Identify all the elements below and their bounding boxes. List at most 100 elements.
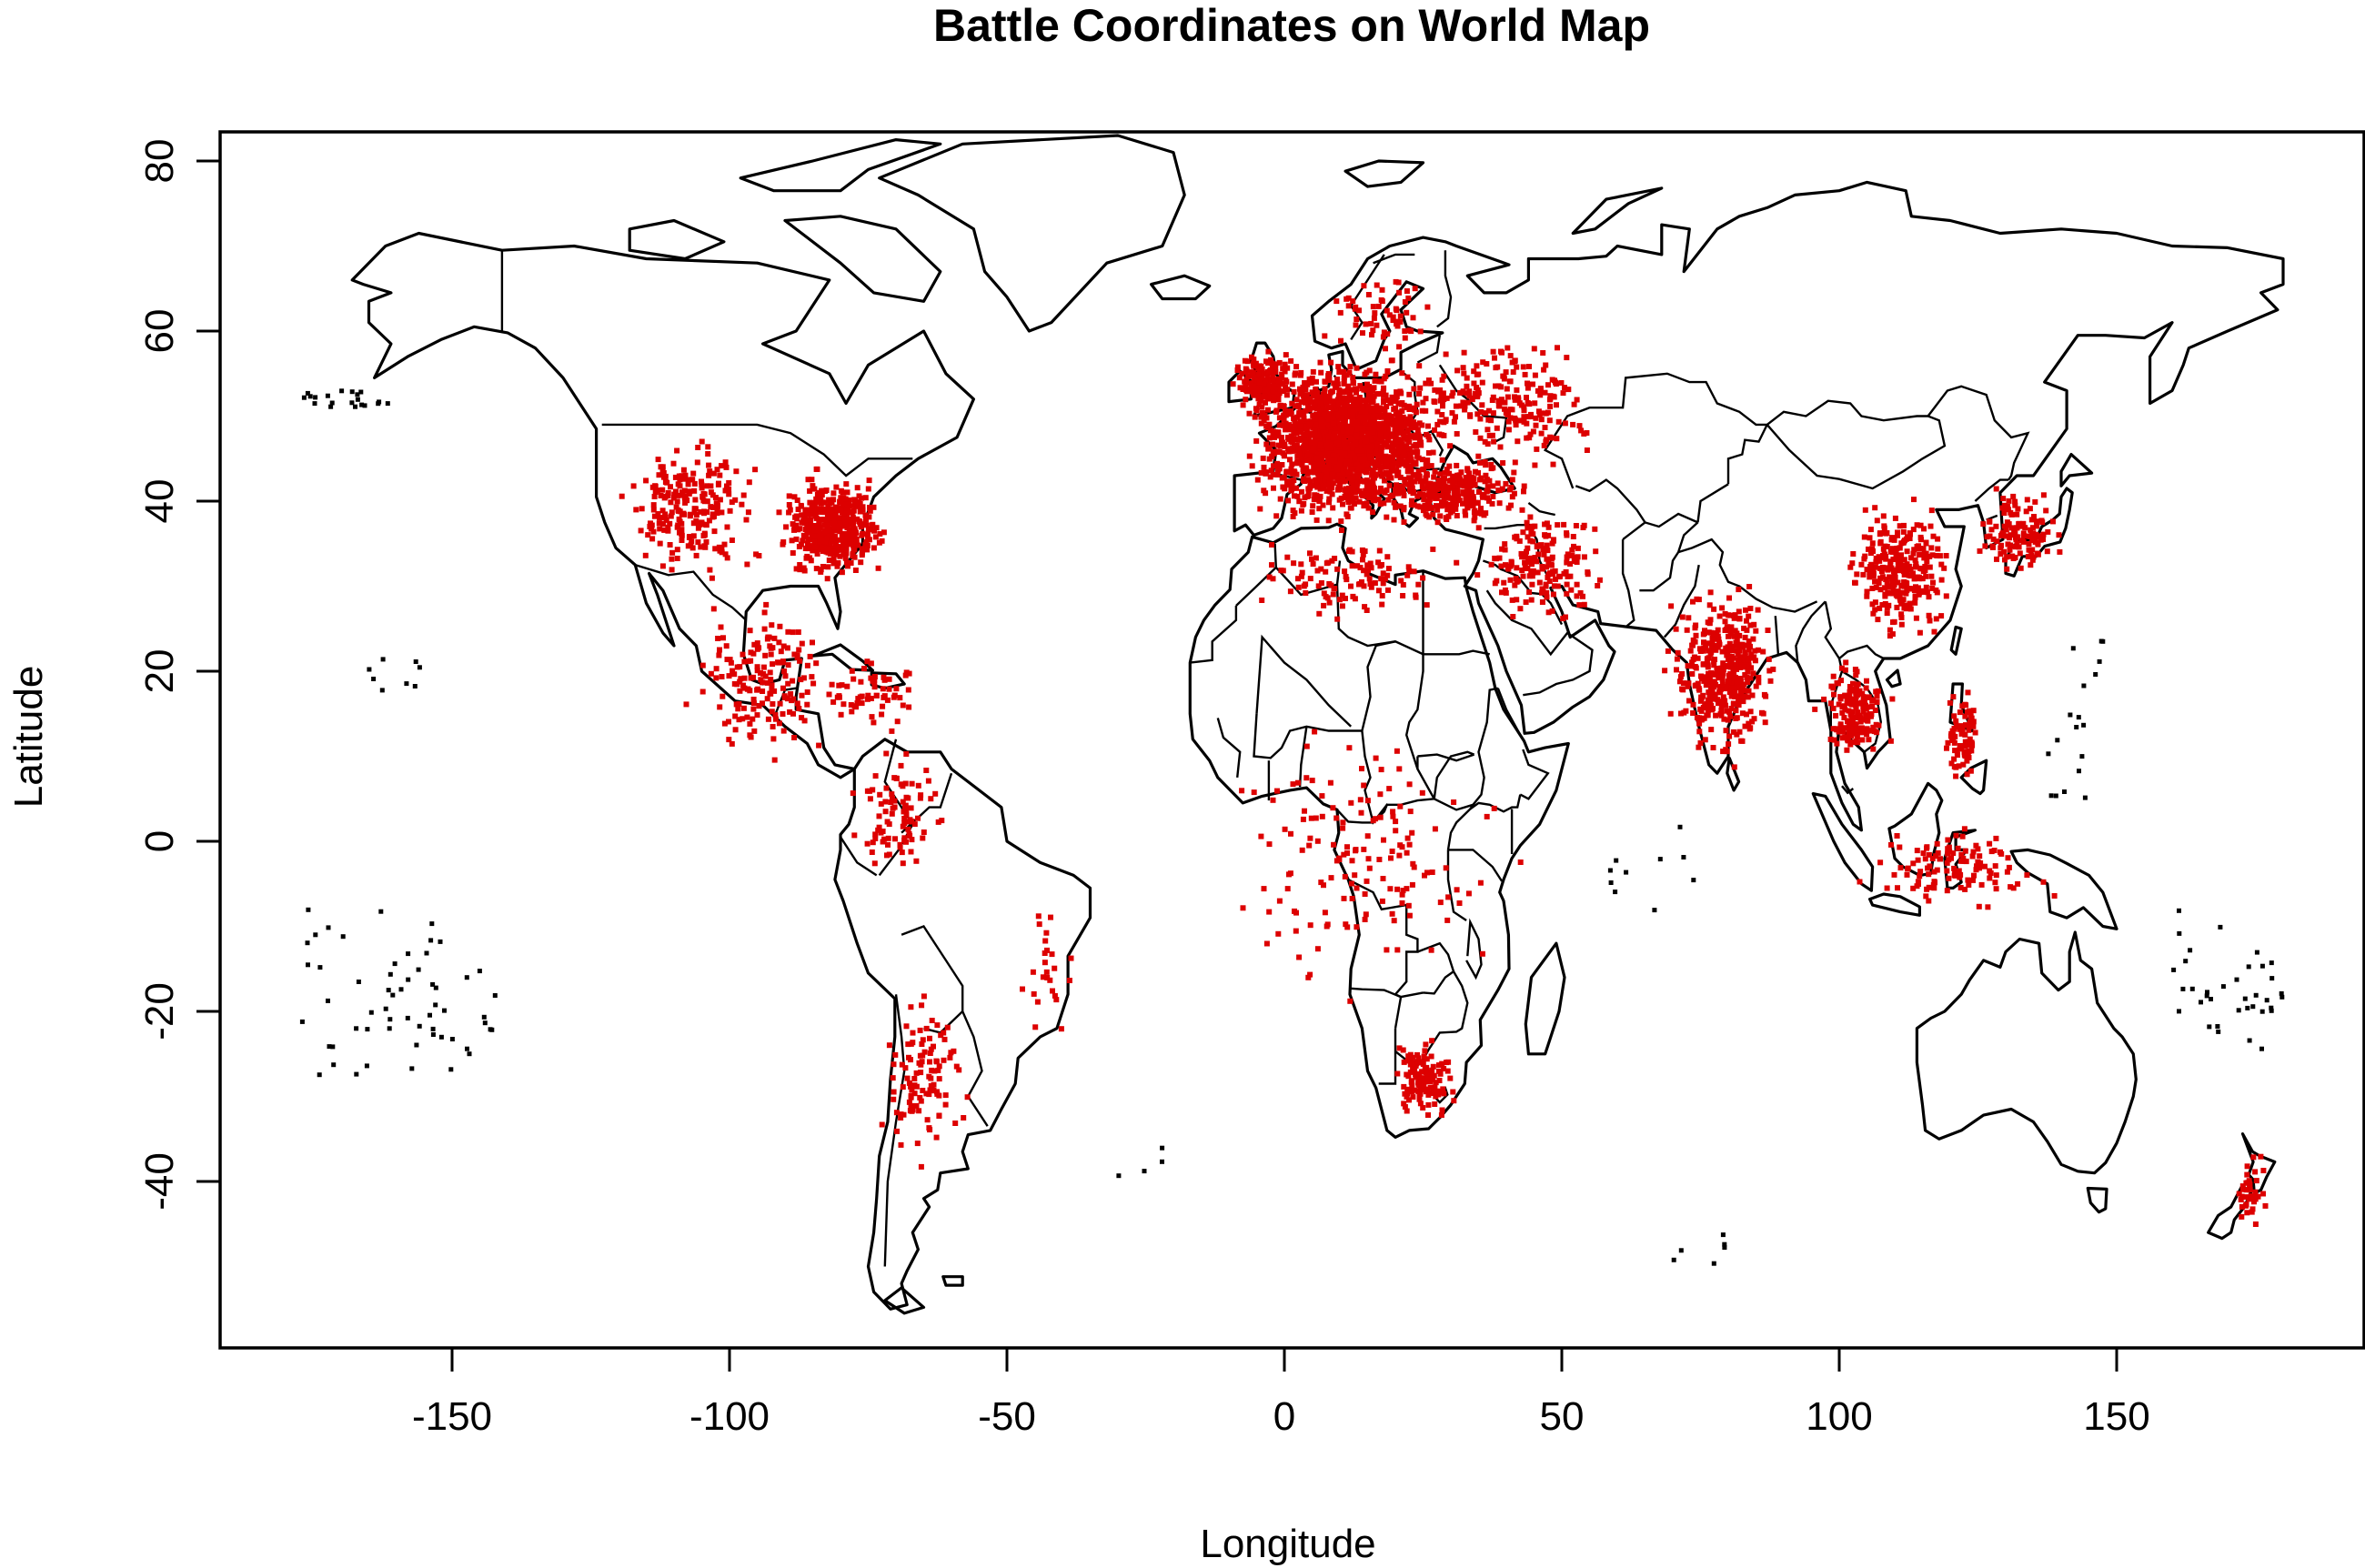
battle-points [619,278,2269,1227]
island-speck [1160,1145,1165,1151]
battle-point [1747,675,1754,681]
battle-point [1288,438,1294,445]
battle-point [1325,464,1332,470]
battle-point [869,849,875,855]
battle-point [1351,482,1357,488]
battle-point [848,560,854,566]
battle-point [781,668,788,674]
battle-point [1404,421,1411,427]
battle-point [1546,417,1553,424]
battle-point [1907,567,1914,572]
battle-point [696,523,702,528]
battle-point [1923,550,1929,557]
battle-point [901,835,908,841]
island-speck [433,1002,438,1008]
battle-point [1546,578,1553,584]
battle-point [1412,478,1418,485]
battle-point [1731,615,1737,621]
battle-point [1310,432,1316,438]
battle-point [1872,578,1878,585]
battle-point [1876,554,1882,560]
battle-point [1927,553,1933,559]
battle-point [1720,648,1726,655]
battle-point [941,1030,947,1036]
battle-point [1554,402,1559,408]
battle-point [1381,500,1387,507]
battle-point [901,820,908,826]
cuba-outline [810,643,875,672]
battle-point [825,504,831,509]
island-speck [2242,996,2248,1001]
battle-point [719,674,725,679]
battle-point [1730,648,1736,654]
battle-point [1919,576,1926,582]
battle-point [1533,422,1539,428]
battle-point [813,515,820,521]
battle-point [777,700,783,707]
battle-point [1339,422,1344,428]
battle-point [894,1128,900,1134]
battle-point [706,472,712,478]
island-speck [387,971,393,977]
battle-point [1265,348,1272,355]
battle-point [1468,482,1474,488]
battle-point [1728,706,1735,711]
battle-point [1756,679,1762,686]
battle-point [867,796,873,802]
island-speck [442,1008,447,1013]
battle-point [781,695,788,700]
battle-point [1551,394,1557,400]
battle-point [1580,593,1585,599]
battle-point [1277,402,1283,408]
battle-point [1989,543,1996,549]
battle-point [1370,387,1376,394]
battle-point [1525,559,1531,566]
island-speck [2216,1029,2221,1034]
battle-point [818,568,824,575]
battle-point [1343,489,1349,496]
battle-point [1405,439,1412,446]
battle-point [1068,955,1074,961]
battle-point [1448,504,1454,510]
battle-point [1360,417,1366,424]
battle-point [1709,689,1716,695]
battle-point [866,477,872,484]
battle-point [1693,682,1699,689]
battle-point [1385,497,1392,503]
battle-point [842,521,849,528]
battle-point [850,550,856,557]
battle-point [782,673,789,679]
ellesmere-island-outline [739,138,942,193]
battle-point [1688,663,1695,669]
battle-point [844,489,850,496]
nz-north-outline [2240,1131,2277,1195]
battle-point [1312,424,1318,430]
battle-point [1261,381,1267,387]
battle-point [2028,548,2034,554]
battle-point [1364,437,1370,443]
battle-point [1337,449,1343,456]
battle-point [871,504,877,510]
battle-point [1897,523,1903,529]
battle-point [1736,608,1742,615]
battle-point [1898,540,1905,547]
battle-point [1342,445,1348,451]
battle-point [898,762,904,769]
battle-point [1439,377,1445,383]
battle-point [1345,498,1352,504]
battle-point [1734,666,1739,672]
battle-point [889,728,895,734]
battle-point [1426,437,1433,443]
battle-point [1251,363,1257,369]
battle-point [2001,523,2008,529]
battle-point [821,529,828,536]
battle-point [2028,552,2035,558]
battle-point [1529,561,1535,568]
battle-point [1354,317,1360,322]
battle-point [1042,960,1048,966]
battle-point [1263,469,1269,476]
battle-point [1384,514,1390,520]
battle-point [1273,513,1280,519]
battle-point [2003,533,2009,539]
country-border [1774,616,1780,655]
